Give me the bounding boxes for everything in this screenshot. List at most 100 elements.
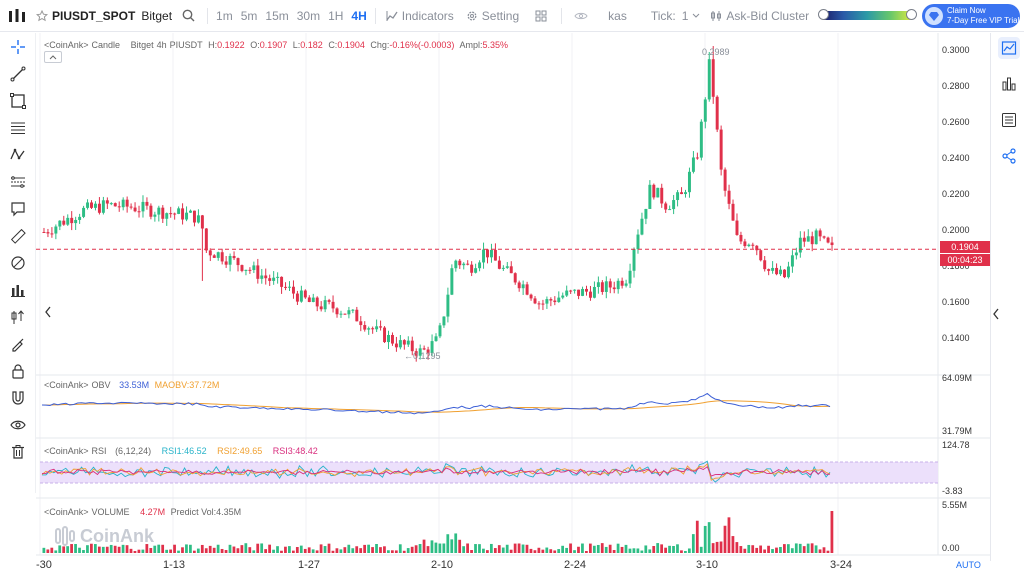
slider-left-handle[interactable] xyxy=(818,9,829,20)
top-toolbar: PIUSDT_SPOT Bitget 1m 5m 15m 30m 1H 4H I… xyxy=(0,0,1024,32)
candle-body xyxy=(691,157,695,172)
candle-body xyxy=(295,293,299,302)
trend-line-icon[interactable] xyxy=(8,64,28,84)
list-icon[interactable] xyxy=(998,109,1020,131)
candle-body xyxy=(236,258,240,266)
maobv-line xyxy=(41,400,831,413)
share-icon[interactable] xyxy=(998,145,1020,167)
volume-bar xyxy=(109,544,113,553)
timeframe-1h[interactable]: 1H xyxy=(328,8,344,23)
volume-bar xyxy=(252,550,256,553)
ruler-icon[interactable] xyxy=(8,226,28,246)
timeframe-1m[interactable]: 1m xyxy=(216,8,233,23)
chart-logo-icon[interactable] xyxy=(0,0,34,32)
trash-icon[interactable] xyxy=(8,442,28,462)
obv-source: <CoinAnk> xyxy=(44,380,89,390)
timeframe-5m[interactable]: 5m xyxy=(240,8,258,23)
setting-button[interactable]: Setting xyxy=(460,0,525,32)
symbol-search-input[interactable]: kas xyxy=(608,8,627,23)
timeframe-30m[interactable]: 30m xyxy=(296,8,321,23)
heatmap-color-slider[interactable] xyxy=(818,9,917,20)
favorite-star-icon[interactable] xyxy=(34,0,50,32)
candle-body xyxy=(367,328,371,330)
eye-hide-icon[interactable] xyxy=(566,0,596,32)
volume-bar xyxy=(585,550,588,553)
chart-area[interactable]: <CoinAnk> Candle Bitget 4h PIUSDT H:0.1922 … xyxy=(36,33,990,571)
bar-stats-icon[interactable] xyxy=(8,280,28,300)
exchange-name[interactable]: Bitget xyxy=(141,8,173,23)
predict-vol-label: Predict Vol: xyxy=(170,507,217,517)
price-axis-label: 0.3000 xyxy=(942,45,970,55)
candle-body xyxy=(648,184,652,209)
volume-bar xyxy=(751,545,755,553)
candle-body xyxy=(786,266,790,278)
pattern-tool-icon[interactable] xyxy=(8,145,28,165)
volume-bar xyxy=(189,544,192,553)
timeframe-15m[interactable]: 15m xyxy=(265,8,289,23)
parallel-channel-icon[interactable] xyxy=(8,172,28,192)
volume-bar xyxy=(410,546,414,553)
scroll-left-button[interactable] xyxy=(41,305,55,319)
volume-bar xyxy=(684,550,687,553)
auto-scale-button[interactable]: AUTO xyxy=(956,560,981,570)
low-label: L: xyxy=(292,40,301,50)
long-position-icon[interactable] xyxy=(8,307,28,327)
volume-bar xyxy=(624,544,628,553)
callout-icon[interactable] xyxy=(8,199,28,219)
candle-body xyxy=(42,232,46,233)
search-icon[interactable] xyxy=(178,0,203,32)
candle-body xyxy=(553,300,557,303)
candle-body xyxy=(343,313,347,315)
candle-body xyxy=(462,263,466,266)
tick-select[interactable]: 1 xyxy=(678,0,705,32)
ampl-value: 5.35% xyxy=(482,40,508,50)
candle-body xyxy=(177,208,181,214)
volume-bar xyxy=(695,520,699,553)
layout-grid-icon[interactable] xyxy=(525,0,557,32)
crosshair-icon[interactable] xyxy=(8,37,28,57)
indicators-button[interactable]: Indicators xyxy=(380,0,460,32)
volume-bar xyxy=(636,548,640,553)
predict-vol-value: 4.35M xyxy=(216,507,242,517)
collapse-panel-icon[interactable] xyxy=(985,303,1007,325)
chart-panel-icon[interactable] xyxy=(998,37,1020,59)
candle-body xyxy=(640,218,644,235)
timeframe-4h[interactable]: 4H xyxy=(351,8,367,23)
candle-body xyxy=(680,192,684,195)
legend-symbol: PIUSDT xyxy=(169,40,203,50)
horizontal-lines-icon[interactable] xyxy=(8,118,28,138)
candle-body xyxy=(161,207,165,219)
volume-bar xyxy=(105,546,109,553)
volume-bar xyxy=(394,550,398,553)
volume-bar xyxy=(363,544,367,553)
brush-icon[interactable] xyxy=(8,334,28,354)
candle-body xyxy=(624,283,628,286)
eye-icon[interactable] xyxy=(8,415,28,435)
low-annotation-value: 0.1295 xyxy=(413,351,441,361)
candle-body xyxy=(398,340,402,348)
rectangle-tool-icon[interactable] xyxy=(8,91,28,111)
candle-body xyxy=(105,200,109,204)
ask-bid-cluster-button[interactable]: Ask-Bid Cluster xyxy=(704,0,815,32)
claim-vip-button[interactable]: Claim Now 7-Day Free VIP Trial xyxy=(922,4,1020,28)
candle-body xyxy=(513,273,517,283)
volume-bar xyxy=(86,545,89,553)
magnet-icon[interactable] xyxy=(8,388,28,408)
lock-icon[interactable] xyxy=(8,361,28,381)
candle-body xyxy=(509,266,513,274)
collapse-legend-button[interactable] xyxy=(44,51,62,63)
candle-body xyxy=(280,276,284,287)
candle-body xyxy=(323,300,327,310)
candle-body xyxy=(145,201,149,206)
candle-body xyxy=(466,263,470,265)
chart-canvas[interactable] xyxy=(36,33,990,561)
candle-body xyxy=(109,203,113,205)
slider-right-handle[interactable] xyxy=(906,9,917,20)
low-annotation: ←0.1295 xyxy=(404,351,441,361)
volume-bar xyxy=(240,545,244,553)
magnet-draw-icon[interactable] xyxy=(8,253,28,273)
symbol-name[interactable]: PIUSDT_SPOT xyxy=(52,8,136,23)
x-axis-label: 2-24 xyxy=(564,559,587,571)
bar-chart-icon[interactable] xyxy=(998,73,1020,95)
volume-bar xyxy=(588,543,592,553)
